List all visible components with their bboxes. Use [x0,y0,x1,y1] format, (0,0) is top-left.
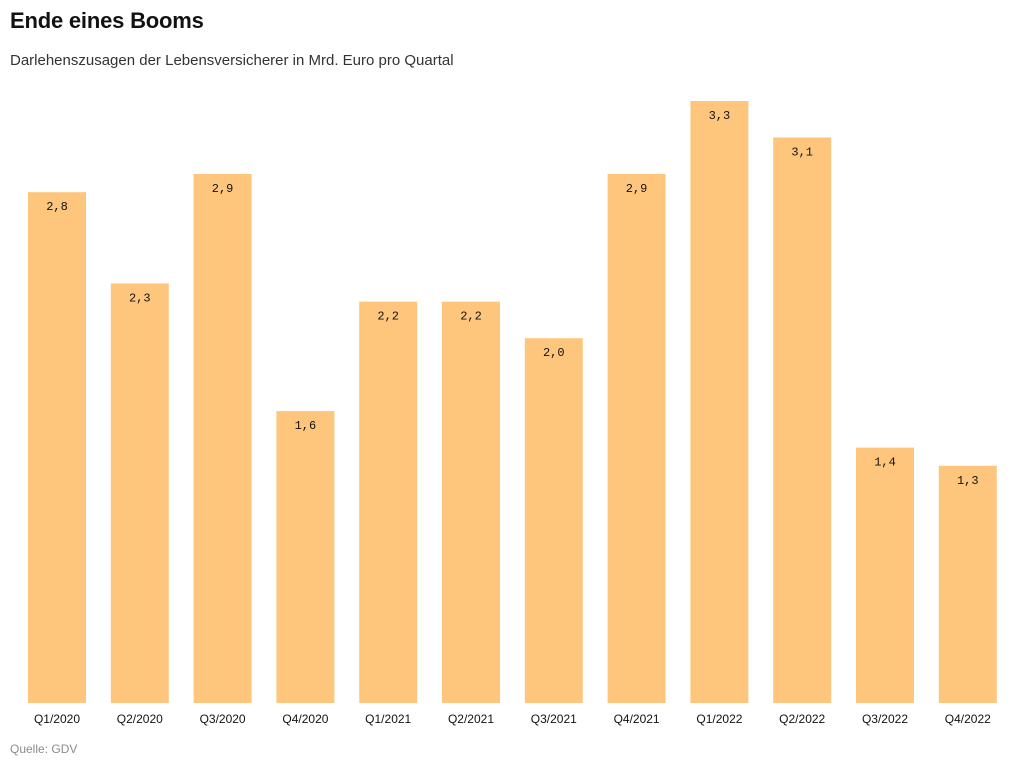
x-tick-label: Q2/2020 [117,712,163,726]
value-label: 3,3 [709,109,731,123]
x-tick-label: Q1/2022 [696,712,742,726]
chart-title: Ende eines Booms [10,8,204,33]
value-label: 1,3 [957,474,979,488]
x-tick-label: Q4/2020 [282,712,328,726]
bar-q2-2021 [442,301,500,703]
bar-q2-2022 [773,137,832,703]
x-tick-label: Q1/2021 [365,712,411,726]
x-tick-label: Q3/2021 [531,712,577,726]
bar-q3-2021 [524,338,583,703]
bar-q4-2020 [276,411,335,703]
bar-q2-2020 [110,283,169,703]
value-label: 2,9 [626,182,648,196]
bar-q3-2020 [193,174,252,703]
bars-group [28,101,997,703]
x-tick-label: Q4/2021 [614,712,660,726]
value-label: 3,1 [791,146,813,160]
x-tick-label: Q1/2020 [34,712,80,726]
x-tick-label: Q2/2021 [448,712,494,726]
chart-subtitle: Darlehenszusagen der Lebensversicherer i… [10,52,454,69]
x-tick-label: Q2/2022 [779,712,825,726]
x-tick-label: Q3/2020 [200,712,246,726]
source-note: Quelle: GDV [10,742,78,756]
value-label: 2,2 [377,310,399,324]
bar-q1-2021 [359,301,418,703]
value-labels-group: 2,8 2,3 2,9 1,6 2,2 2,2 2,0 2,9 3,3 3,1 1,4 1,3 [46,109,978,488]
bar-q4-2021 [607,174,666,703]
bar-q3-2022 [856,447,914,703]
bar-q4-2022 [938,465,997,703]
bar-q1-2020 [28,192,86,703]
value-label: 2,0 [543,346,565,360]
value-label: 1,6 [295,419,317,433]
value-label: 2,8 [46,200,68,214]
x-tick-label: Q4/2022 [945,712,991,726]
value-label: 1,4 [874,456,896,470]
value-label: 2,2 [460,310,482,324]
value-label: 2,9 [212,182,234,196]
value-label: 2,3 [129,291,151,305]
bar-q1-2022 [690,101,749,703]
x-tick-label: Q3/2022 [862,712,908,726]
x-axis-tick-labels: Q1/2020 Q2/2020 Q3/2020 Q4/2020 Q1/2021 Q2/20… [34,712,991,726]
